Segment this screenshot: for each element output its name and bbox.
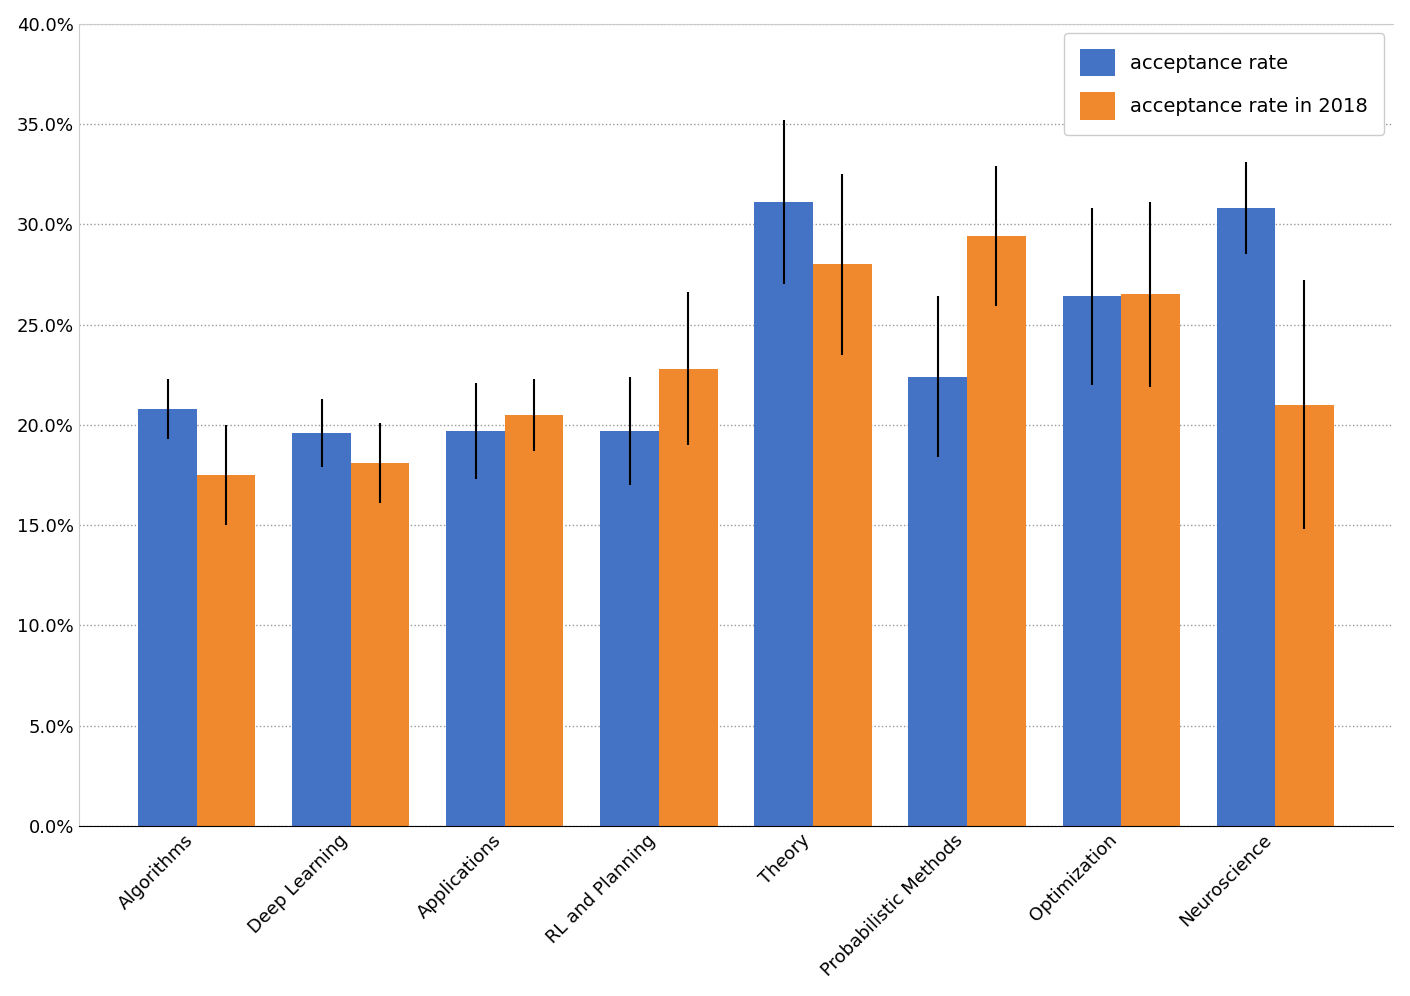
Bar <box>814 264 871 826</box>
Legend: acceptance rate, acceptance rate in 2018: acceptance rate, acceptance rate in 2018 <box>1065 34 1383 135</box>
Bar <box>967 236 1025 826</box>
Bar <box>1275 404 1334 826</box>
Bar <box>447 431 505 826</box>
Bar <box>1063 297 1121 826</box>
Bar <box>138 408 197 826</box>
Bar <box>1217 208 1275 826</box>
Bar <box>908 376 967 826</box>
Bar <box>658 369 718 826</box>
Bar <box>601 431 658 826</box>
Bar <box>754 202 814 826</box>
Bar <box>505 414 564 826</box>
Bar <box>1121 295 1180 826</box>
Bar <box>197 475 255 826</box>
Bar <box>292 433 351 826</box>
Bar <box>351 463 409 826</box>
